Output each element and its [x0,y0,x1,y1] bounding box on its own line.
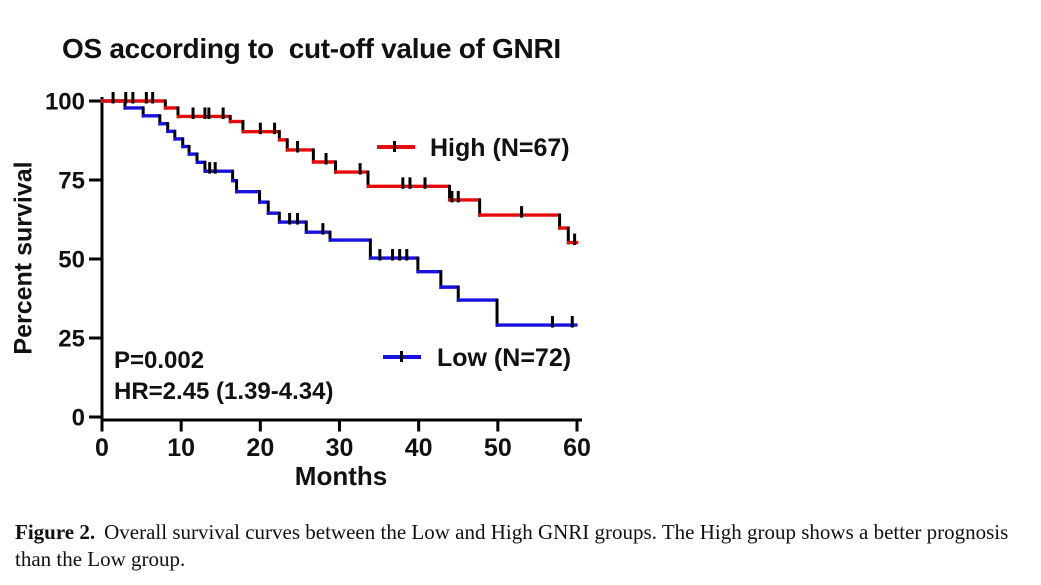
legend-high-swatch [377,145,415,149]
legend-high-censor-tick-icon [393,141,396,152]
x-tick-label: 0 [95,434,109,462]
figure-caption: Figure 2. Overall survival curves between… [15,519,1031,573]
x-tick-label: 60 [563,434,591,462]
y-tick-label: 50 [58,247,85,274]
p-value-annotation: P=0.002 [114,347,205,374]
figure-caption-text: Overall survival curves between the Low … [15,520,1009,571]
x-tick-label: 40 [405,434,433,462]
y-tick-label: 75 [58,168,85,195]
legend-low-censor-tick-icon [400,351,403,362]
x-tick-label: 20 [246,434,274,462]
km-survival-chart: 100 75 50 25 00 10 20 30 40 50 60 [45,89,591,463]
y-tick-label: 100 [45,89,85,116]
x-tick-label: 10 [167,434,195,462]
y-tick-label: 0 [72,405,85,432]
x-axis-title: Months [294,461,388,491]
chart-title: OS according to cut-off value of GNRI [62,33,561,64]
legend-high-label: High (N=67) [430,134,570,162]
y-axis-title: Percent survival [9,161,38,355]
x-tick-label: 50 [484,434,512,462]
x-tick-label: 30 [326,434,354,462]
figure-caption-label: Figure 2. [15,520,96,544]
hazard-ratio-annotation: HR=2.45 (1.39-4.34) [114,378,334,405]
y-tick-label: 25 [58,326,85,353]
legend-low-label: Low (N=72) [437,344,572,372]
